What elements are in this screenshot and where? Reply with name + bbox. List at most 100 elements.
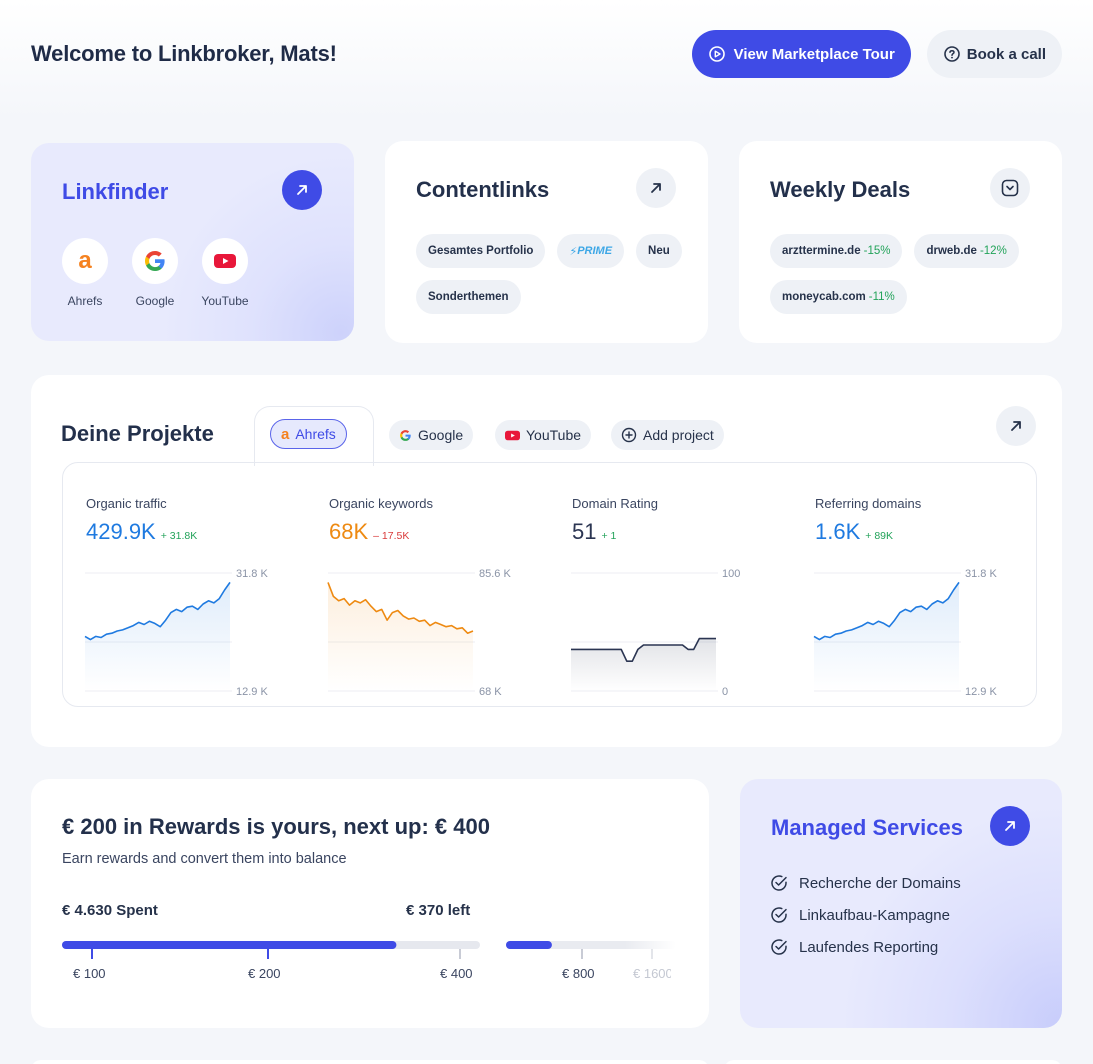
rewards-card: € 200 in Rewards is yours, next up: € 40… (31, 779, 709, 1028)
check-circle-icon (769, 937, 789, 957)
tab-label: YouTube (526, 427, 582, 443)
check-circle-icon (769, 873, 789, 893)
tab-label: Add project (643, 427, 714, 443)
projects-open-button[interactable] (996, 406, 1036, 446)
list-item-label: Linkaufbau-Kampagne (799, 906, 950, 924)
sparkline-line (84, 581, 231, 641)
arrow-up-right-icon (1008, 418, 1024, 434)
stat-label: Organic traffic (86, 496, 167, 511)
tab-label: Ahrefs (295, 426, 336, 442)
deal-chip[interactable]: drweb.de -12% (914, 234, 1019, 268)
list-item: Recherche der Domains (769, 873, 961, 893)
sparkline-line (327, 582, 474, 634)
projects-title: Deine Projekte (61, 421, 214, 446)
check-circle-icon (769, 905, 789, 925)
chip-prime[interactable]: ⚡ PRIME (557, 234, 625, 268)
list-item-label: Laufendes Reporting (799, 938, 939, 956)
rewards-spent: € 4.630 Spent (62, 902, 158, 919)
stat-value: 429.9K (86, 519, 156, 544)
deal-discount: -11% (868, 291, 895, 303)
tab-google[interactable]: Google (389, 420, 474, 450)
chip-neu[interactable]: Neu (636, 234, 682, 268)
contentlinks-chips: Gesamtes Portfolio ⚡ PRIME Neu Sonderthem… (416, 234, 686, 314)
book-call-button[interactable]: Book a call (926, 30, 1062, 78)
deal-chip[interactable]: arzttermine.de -15% (770, 234, 903, 268)
tick-label: € 800 (562, 966, 595, 981)
contentlinks-open-button[interactable] (636, 168, 676, 208)
tool-google[interactable]: Google (132, 238, 178, 308)
axis-max-label: 31.8 K (965, 568, 997, 580)
tool-label: Ahrefs (67, 294, 103, 308)
sparkline-line (571, 637, 716, 662)
add-project-button[interactable]: Add project (611, 420, 724, 450)
top-actions: View Marketplace Tour Book a call (691, 30, 1062, 78)
axis-min-label: 0 (722, 686, 728, 698)
linkfinder-tools: a Ahrefs Google YouTube (62, 238, 249, 308)
weekly-deals-expand-button[interactable] (990, 168, 1030, 208)
tab-ahrefs[interactable]: a Ahrefs (270, 419, 347, 449)
chip-gesamtes-portfolio[interactable]: Gesamtes Portfolio (416, 234, 546, 268)
sparkline-area (85, 582, 230, 691)
list-item: Linkaufbau-Kampagne (769, 905, 961, 925)
deal-domain: arzttermine.de (782, 245, 861, 257)
sparkline-group: 31.8 K 12.9 K (84, 568, 268, 698)
view-marketplace-tour-button[interactable]: View Marketplace Tour (691, 30, 911, 78)
tier2-fill (506, 941, 552, 949)
rewards-title: € 200 in Rewards is yours, next up: € 40… (62, 814, 490, 839)
managed-services-list: Recherche der Domains Linkaufbau-Kampagn… (769, 873, 961, 957)
deal-domain: drweb.de (926, 245, 977, 257)
linkfinder-card[interactable]: Linkfinder a Ahrefs Google (31, 143, 354, 341)
linkfinder-open-button[interactable] (282, 170, 322, 210)
welcome-heading: Welcome to Linkbroker, Mats! (31, 41, 337, 66)
top-bar: Welcome to Linkbroker, Mats! View Market… (31, 30, 1062, 78)
sparkline-area (814, 582, 959, 691)
domain-rating-sparkline: 100 0 (571, 568, 740, 698)
stat-organic-traffic: Organic traffic 429.9K + 31.8K 31.8 K 12.9… (63, 463, 268, 703)
referring-domains-sparkline: 31.8 K 12.9 K (813, 568, 997, 698)
google-icon (132, 238, 178, 284)
tier1-fill (62, 941, 397, 949)
tab-youtube[interactable]: YouTube (495, 420, 592, 450)
stat-delta: + 1 (601, 530, 617, 542)
axis-min-label: 12.9 K (965, 686, 997, 698)
prime-label: PRIME (577, 245, 613, 257)
stat-delta: + 89K (865, 530, 893, 542)
tour-label: View Marketplace Tour (733, 45, 895, 63)
chevron-down-square-icon (1000, 178, 1020, 198)
weekly-deals-title: Weekly Deals (770, 177, 911, 202)
chip-sonderthemen[interactable]: Sonderthemen (416, 280, 521, 314)
managed-services-card[interactable]: Managed Services Recherche der Domains L… (740, 779, 1062, 1028)
axis-max-label: 31.8 K (236, 568, 268, 580)
next-card-peek (724, 1060, 1062, 1064)
deal-chip[interactable]: moneycab.com -11% (770, 280, 907, 314)
deals-list: arzttermine.de -15% drweb.de -12% moneyc… (770, 234, 1040, 314)
tick-label: € 200 (248, 966, 281, 981)
google-icon (399, 429, 412, 442)
list-item-label: Recherche der Domains (799, 874, 961, 892)
tool-ahrefs[interactable]: a Ahrefs (62, 238, 108, 308)
stat-referring-domains: Referring domains 1.6K + 89K 31.8 K 12.9 K (792, 463, 997, 703)
contentlinks-title: Contentlinks (416, 177, 550, 202)
weekly-deals-card: Weekly Deals arzttermine.de -15% drweb.d… (739, 141, 1062, 343)
stat-value: 1.6K (815, 519, 861, 544)
stat-delta: + 31.8K (160, 530, 198, 542)
rewards-left: € 370 left (406, 902, 471, 919)
arrow-up-right-icon (1002, 818, 1018, 834)
youtube-icon (202, 238, 248, 284)
stat-domain-rating: Domain Rating 51 + 1 100 0 (549, 463, 749, 703)
plus-circle-icon (621, 427, 637, 443)
sparkline-group: 31.8 K 12.9 K (813, 568, 997, 698)
stat-organic-keywords: Organic keywords 68K – 17.5K 85.6 K 68 K (306, 463, 511, 703)
rewards-subtitle: Earn rewards and convert them into balan… (62, 851, 347, 867)
help-circle-icon (943, 45, 961, 63)
stat-value-row: 429.9K + 31.8K (86, 519, 197, 545)
tick-label: € 400 (440, 966, 473, 981)
rewards-progress-track (62, 941, 676, 959)
projects-card: Deine Projekte a Ahrefs Google YouTube A… (31, 375, 1062, 747)
sparkline-area (571, 638, 716, 691)
stat-value-row: 51 + 1 (572, 519, 616, 545)
tool-youtube[interactable]: YouTube (201, 238, 249, 308)
managed-services-open-button[interactable] (990, 806, 1030, 846)
deal-discount: -15% (863, 245, 891, 257)
organic-keywords-sparkline: 85.6 K 68 K (327, 568, 511, 698)
